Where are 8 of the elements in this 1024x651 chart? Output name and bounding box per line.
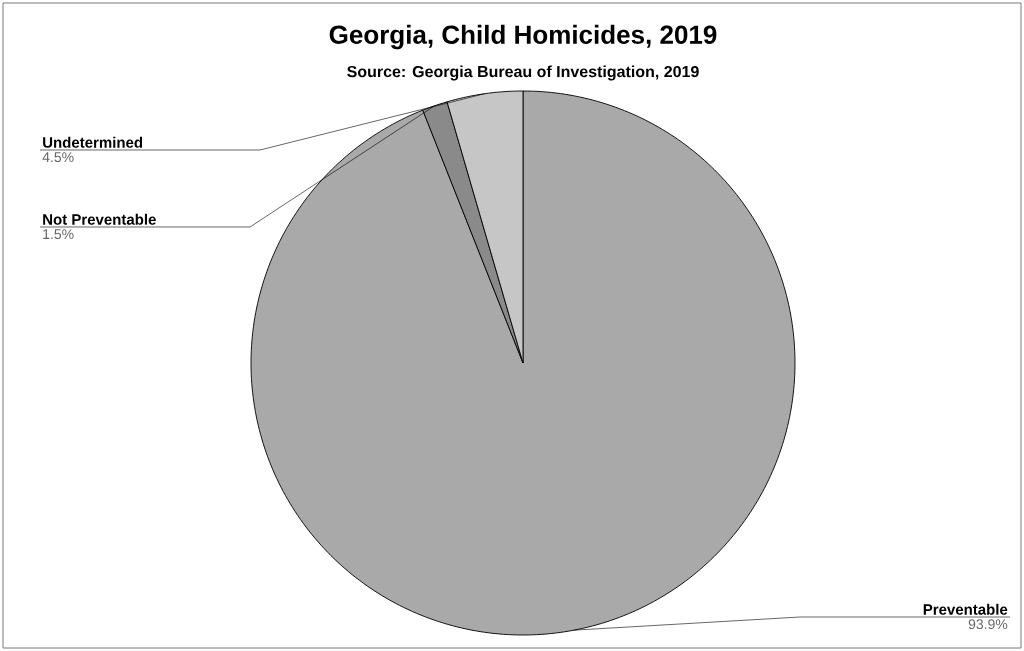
slice-label: Preventable (923, 603, 1008, 615)
chart-subtitle: Source: Georgia Bureau of Investigation, 2019 (347, 65, 699, 81)
data-label: 93.9% (968, 619, 1008, 630)
slice-label: Not Preventable (43, 213, 156, 225)
data-label: 1.5% (43, 229, 74, 240)
slice-label: Undetermined (43, 136, 143, 148)
chart-title: Georgia, Child Homicides, 2019 (329, 24, 717, 50)
data-label: 4.5% (42, 152, 74, 163)
